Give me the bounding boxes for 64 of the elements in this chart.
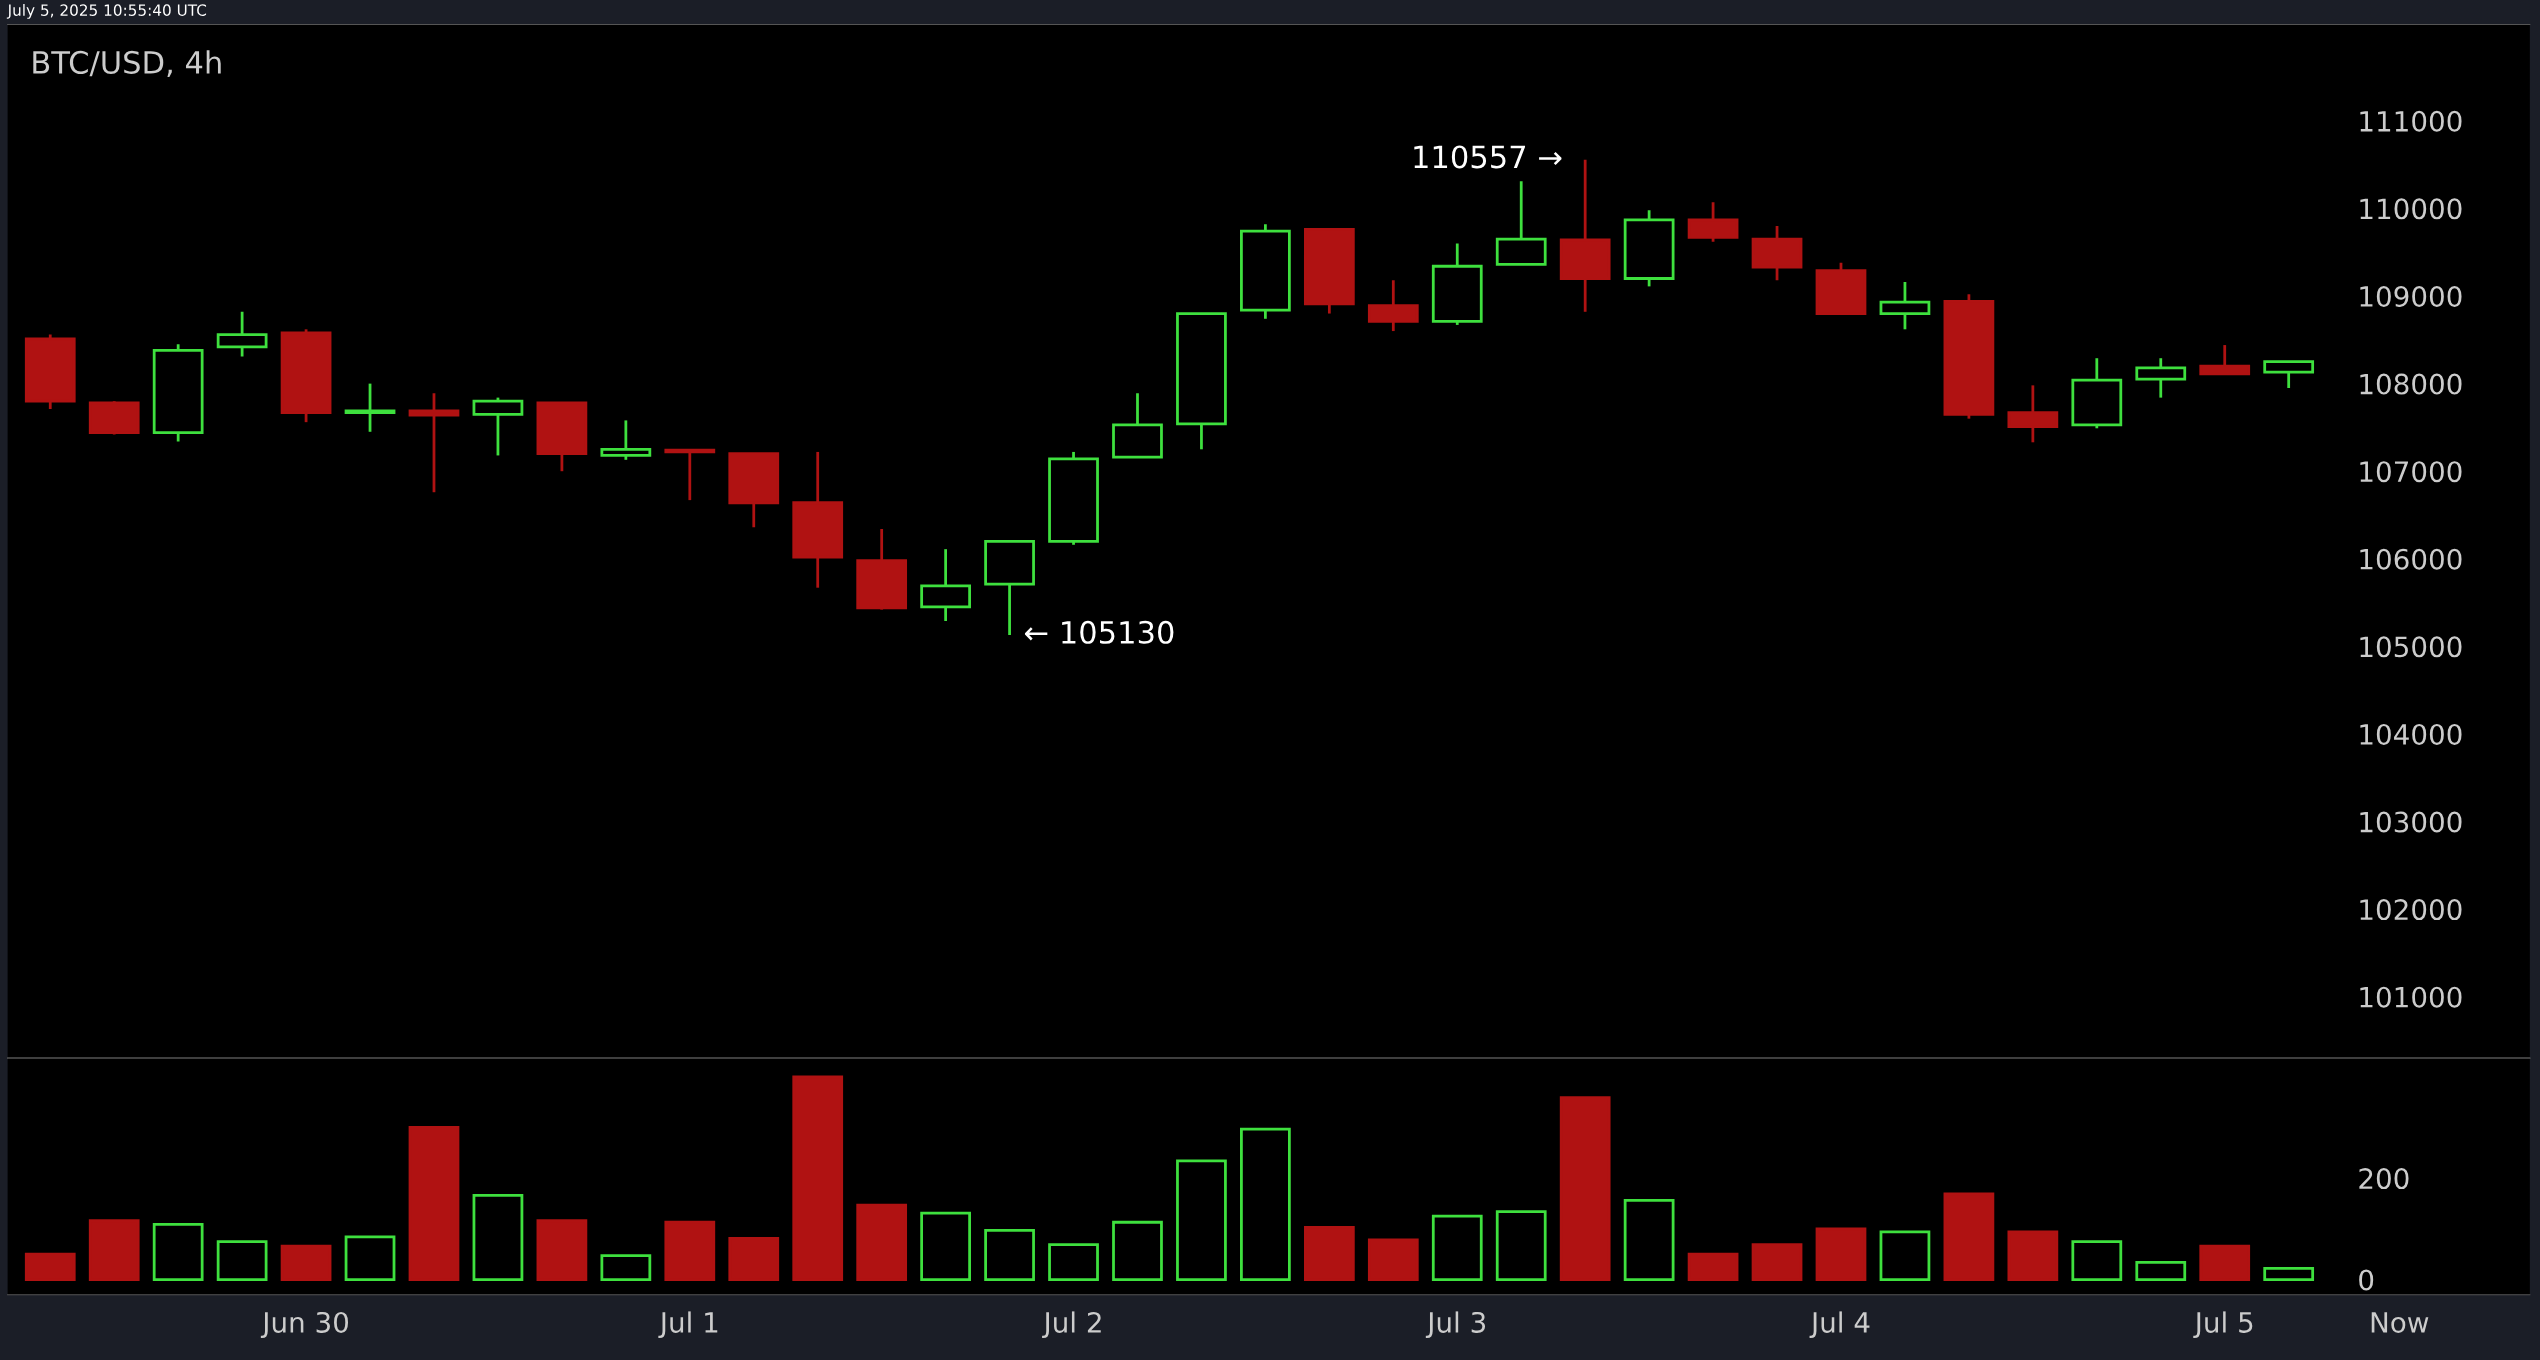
x-tick-label: Now [2371, 1312, 2429, 1333]
bar [1751, 1243, 1803, 1281]
y-tick-label: 200 [2359, 1168, 2409, 1190]
bar [920, 1211, 971, 1281]
candlestick [664, 448, 716, 502]
bar [1112, 1220, 1163, 1281]
bar [664, 1220, 716, 1281]
y-tick-label: 107000 [2360, 461, 2462, 483]
bar [1176, 1159, 1227, 1281]
x-tick-label: Jul 1 [658, 1311, 718, 1339]
bar [472, 1194, 524, 1281]
bar [344, 1235, 396, 1281]
bar [280, 1244, 332, 1281]
bar [1240, 1127, 1291, 1281]
annotation: 110557 → [1414, 145, 1562, 169]
y-tick-label: 109000 [2360, 285, 2462, 307]
bar [1303, 1225, 1355, 1281]
y-tick-label: 103000 [2360, 811, 2462, 833]
candlestick [408, 391, 460, 494]
x-tick-label: Jul 5 [2193, 1311, 2253, 1339]
y-tick-label: 105000 [2360, 636, 2462, 658]
x-tick-label: Jul 3 [1425, 1311, 1486, 1339]
y-tick-label: 101000 [2360, 986, 2462, 1008]
y-tick-label: 111000 [2360, 110, 2462, 132]
x-tick-label: Jul 2 [1042, 1311, 1101, 1339]
y-tick-label: 110000 [2360, 198, 2462, 220]
bar [24, 1252, 76, 1281]
bar [1048, 1243, 1099, 1281]
bar [1623, 1199, 1675, 1281]
annotation: ← 105130 [1024, 620, 1174, 644]
bar [1495, 1210, 1547, 1281]
bar [1815, 1227, 1867, 1281]
bar [88, 1219, 140, 1281]
y-tick-label: 0 [2359, 1269, 2374, 1291]
bar [2135, 1260, 2187, 1281]
bar [792, 1075, 844, 1281]
bar [216, 1240, 268, 1281]
bar [2199, 1244, 2251, 1281]
bar [2071, 1240, 2123, 1281]
bar [1431, 1214, 1483, 1281]
y-tick-label: 104000 [2360, 723, 2462, 745]
bar [2263, 1266, 2315, 1281]
bar [408, 1126, 460, 1281]
bar [1879, 1230, 1931, 1281]
bar [600, 1254, 652, 1281]
bar [984, 1228, 1035, 1281]
bar [1559, 1096, 1611, 1281]
bar [1687, 1252, 1739, 1281]
y-tick-label: 108000 [2360, 373, 2462, 395]
text: BTC/USD, 4h [33, 50, 221, 78]
bar [536, 1219, 588, 1281]
text: July 5, 2025 10:55:40 UTC [6, 4, 207, 19]
bar [1943, 1192, 1995, 1281]
bar [856, 1203, 908, 1281]
y-tick-label: 102000 [2360, 899, 2462, 921]
y-tick-label: 106000 [2360, 548, 2462, 570]
candlestick [344, 382, 396, 434]
bar [2007, 1230, 2059, 1281]
candlestick [600, 419, 652, 462]
x-tick-label: Jun 30 [260, 1311, 349, 1339]
bar [152, 1222, 204, 1281]
bar [1367, 1238, 1419, 1281]
bar [728, 1237, 780, 1281]
x-tick-label: Jul 4 [1809, 1311, 1870, 1339]
